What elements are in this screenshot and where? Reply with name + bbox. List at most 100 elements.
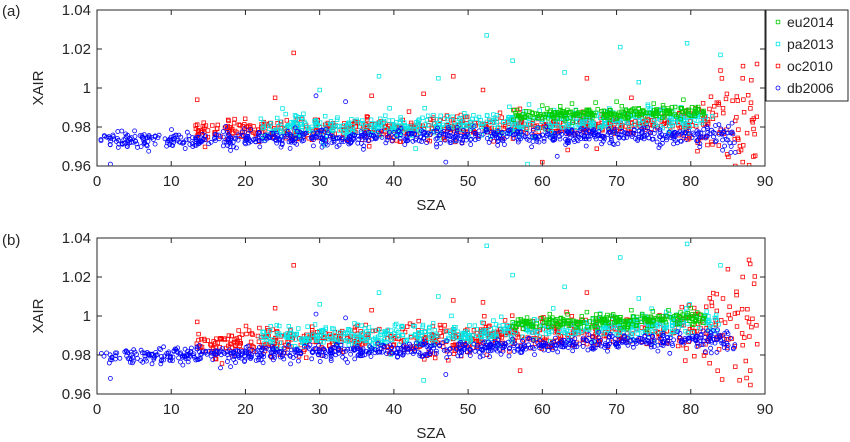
data-point [734, 115, 739, 120]
data-point [523, 114, 528, 119]
data-point [754, 114, 759, 119]
data-point [524, 127, 529, 132]
data-point [396, 128, 402, 134]
data-point [288, 335, 294, 340]
data-point [447, 351, 452, 357]
data-point [281, 134, 287, 140]
data-point [731, 140, 737, 146]
data-point [457, 136, 463, 142]
data-point [534, 320, 539, 326]
data-point [329, 345, 335, 351]
data-point [586, 332, 592, 337]
data-point [260, 134, 265, 139]
y-tick-label: 1.02 [62, 41, 91, 58]
data-point [234, 130, 240, 135]
data-point [432, 355, 438, 361]
data-point [328, 358, 334, 364]
data-point [505, 339, 511, 345]
data-point [509, 313, 515, 318]
data-point [369, 93, 374, 98]
data-point [677, 129, 683, 135]
x-tick-label: 80 [682, 401, 699, 418]
data-point [462, 344, 468, 350]
data-point [278, 129, 284, 135]
data-point [708, 345, 713, 351]
data-point [520, 334, 525, 339]
data-point [122, 349, 128, 355]
data-point [567, 131, 573, 137]
data-point [320, 327, 326, 333]
data-point [194, 346, 200, 352]
data-point [134, 141, 140, 147]
data-point [501, 142, 507, 147]
data-point [288, 139, 294, 145]
data-point [442, 137, 448, 143]
data-point [541, 320, 547, 326]
data-point [638, 121, 643, 126]
data-point [162, 136, 168, 142]
data-point [662, 317, 667, 322]
data-point [331, 139, 337, 145]
data-point [465, 335, 471, 340]
data-point [644, 119, 650, 124]
data-point [343, 331, 348, 337]
data-point [609, 338, 614, 344]
data-point [303, 130, 309, 136]
x-tick-label: 70 [608, 173, 625, 190]
data-point [712, 139, 718, 145]
data-point [581, 134, 587, 140]
data-point [123, 348, 129, 354]
data-point [539, 315, 544, 321]
y-tick-label: 0.98 [62, 347, 91, 364]
data-point [444, 355, 450, 361]
data-point [146, 148, 152, 154]
data-point [677, 321, 682, 326]
data-point [612, 111, 617, 117]
data-point [367, 339, 373, 344]
data-point [235, 137, 241, 143]
data-point [567, 340, 573, 346]
data-point [562, 342, 568, 347]
data-point [510, 272, 515, 278]
data-point [481, 328, 487, 333]
data-point [499, 130, 505, 136]
data-point [362, 133, 367, 139]
data-point [343, 99, 349, 105]
data-point [214, 336, 219, 341]
data-point [404, 324, 410, 329]
data-point [108, 135, 114, 141]
data-point [108, 161, 113, 166]
data-point [196, 343, 202, 348]
data-point [328, 356, 334, 362]
data-point [661, 105, 666, 110]
data-point [705, 142, 710, 148]
data-point [367, 132, 373, 138]
data-point [107, 142, 113, 148]
data-point [651, 130, 657, 136]
data-point [384, 351, 390, 357]
data-point [274, 115, 280, 121]
data-point [621, 135, 626, 141]
data-point [471, 341, 477, 347]
data-point [740, 342, 745, 348]
data-point [656, 145, 662, 151]
panel-b: (b) 0 10 20 30 40 50 60 70 80 90 0.960.9811.021.0… [2, 230, 773, 442]
data-point [705, 133, 710, 139]
data-point [694, 313, 699, 319]
data-point [551, 339, 557, 345]
data-point [582, 119, 587, 124]
data-point [712, 104, 717, 109]
data-point [182, 146, 188, 151]
data-point [634, 317, 640, 323]
x-tick-label: 90 [757, 401, 774, 418]
data-point [314, 338, 319, 343]
data-point [711, 134, 716, 140]
data-point [628, 132, 634, 138]
data-point [640, 339, 645, 345]
data-point [317, 359, 323, 364]
data-point [697, 141, 703, 147]
data-point [618, 255, 623, 260]
data-point [725, 342, 731, 348]
data-point [644, 327, 650, 332]
